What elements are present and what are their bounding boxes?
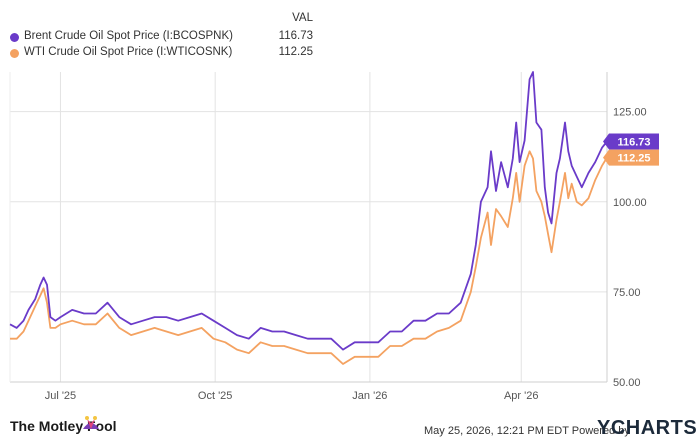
legend-value-wti: 112.25 (278, 46, 313, 58)
end-value-tag-brent (603, 133, 659, 150)
x-tick-label: Apr '26 (504, 390, 539, 402)
x-tick-label: Oct '25 (198, 390, 233, 402)
end-value-label-brent: 116.73 (617, 136, 650, 148)
x-tick-label: Jul '25 (45, 390, 76, 402)
legend-marker-brent (10, 33, 19, 42)
jester-hat-icon (83, 416, 99, 429)
y-tick-label: 100.00 (613, 197, 647, 209)
series-line-wti (10, 150, 608, 365)
series-line-brent (9, 71, 608, 351)
legend-marker-wti (10, 49, 19, 58)
y-tick-label: 50.00 (613, 377, 641, 389)
end-value-label-wti: 112.25 (617, 153, 650, 165)
end-value-tag-wti (603, 149, 659, 166)
legend-item-wti: WTI Crude Oil Spot Price (I:WTICOSNK) 11… (10, 46, 320, 62)
legend-value-header: VAL (292, 12, 313, 24)
footer: The Motley Fool May 25, 2026, 12:21 PM E… (0, 410, 700, 443)
line-chart: 50.00 75.00 100.00 125.00 Jul '25 Oct '25 Jan … (9, 71, 659, 402)
legend-item-brent: Brent Crude Oil Spot Price (I:BCOSPNK) 1… (10, 30, 320, 46)
y-tick-label: 75.00 (613, 287, 641, 299)
legend-label-brent: Brent Crude Oil Spot Price (I:BCOSPNK) (24, 30, 233, 42)
y-tick-label: 125.00 (613, 107, 647, 119)
x-tick-label: Jan '26 (352, 390, 387, 402)
legend-value-brent: 116.73 (278, 30, 313, 42)
timestamp: May 25, 2026, 12:21 PM EDT Powered by (424, 425, 630, 437)
legend-label-wti: WTI Crude Oil Spot Price (I:WTICOSNK) (24, 46, 233, 58)
ycharts-logo: YCHARTS (597, 417, 698, 439)
